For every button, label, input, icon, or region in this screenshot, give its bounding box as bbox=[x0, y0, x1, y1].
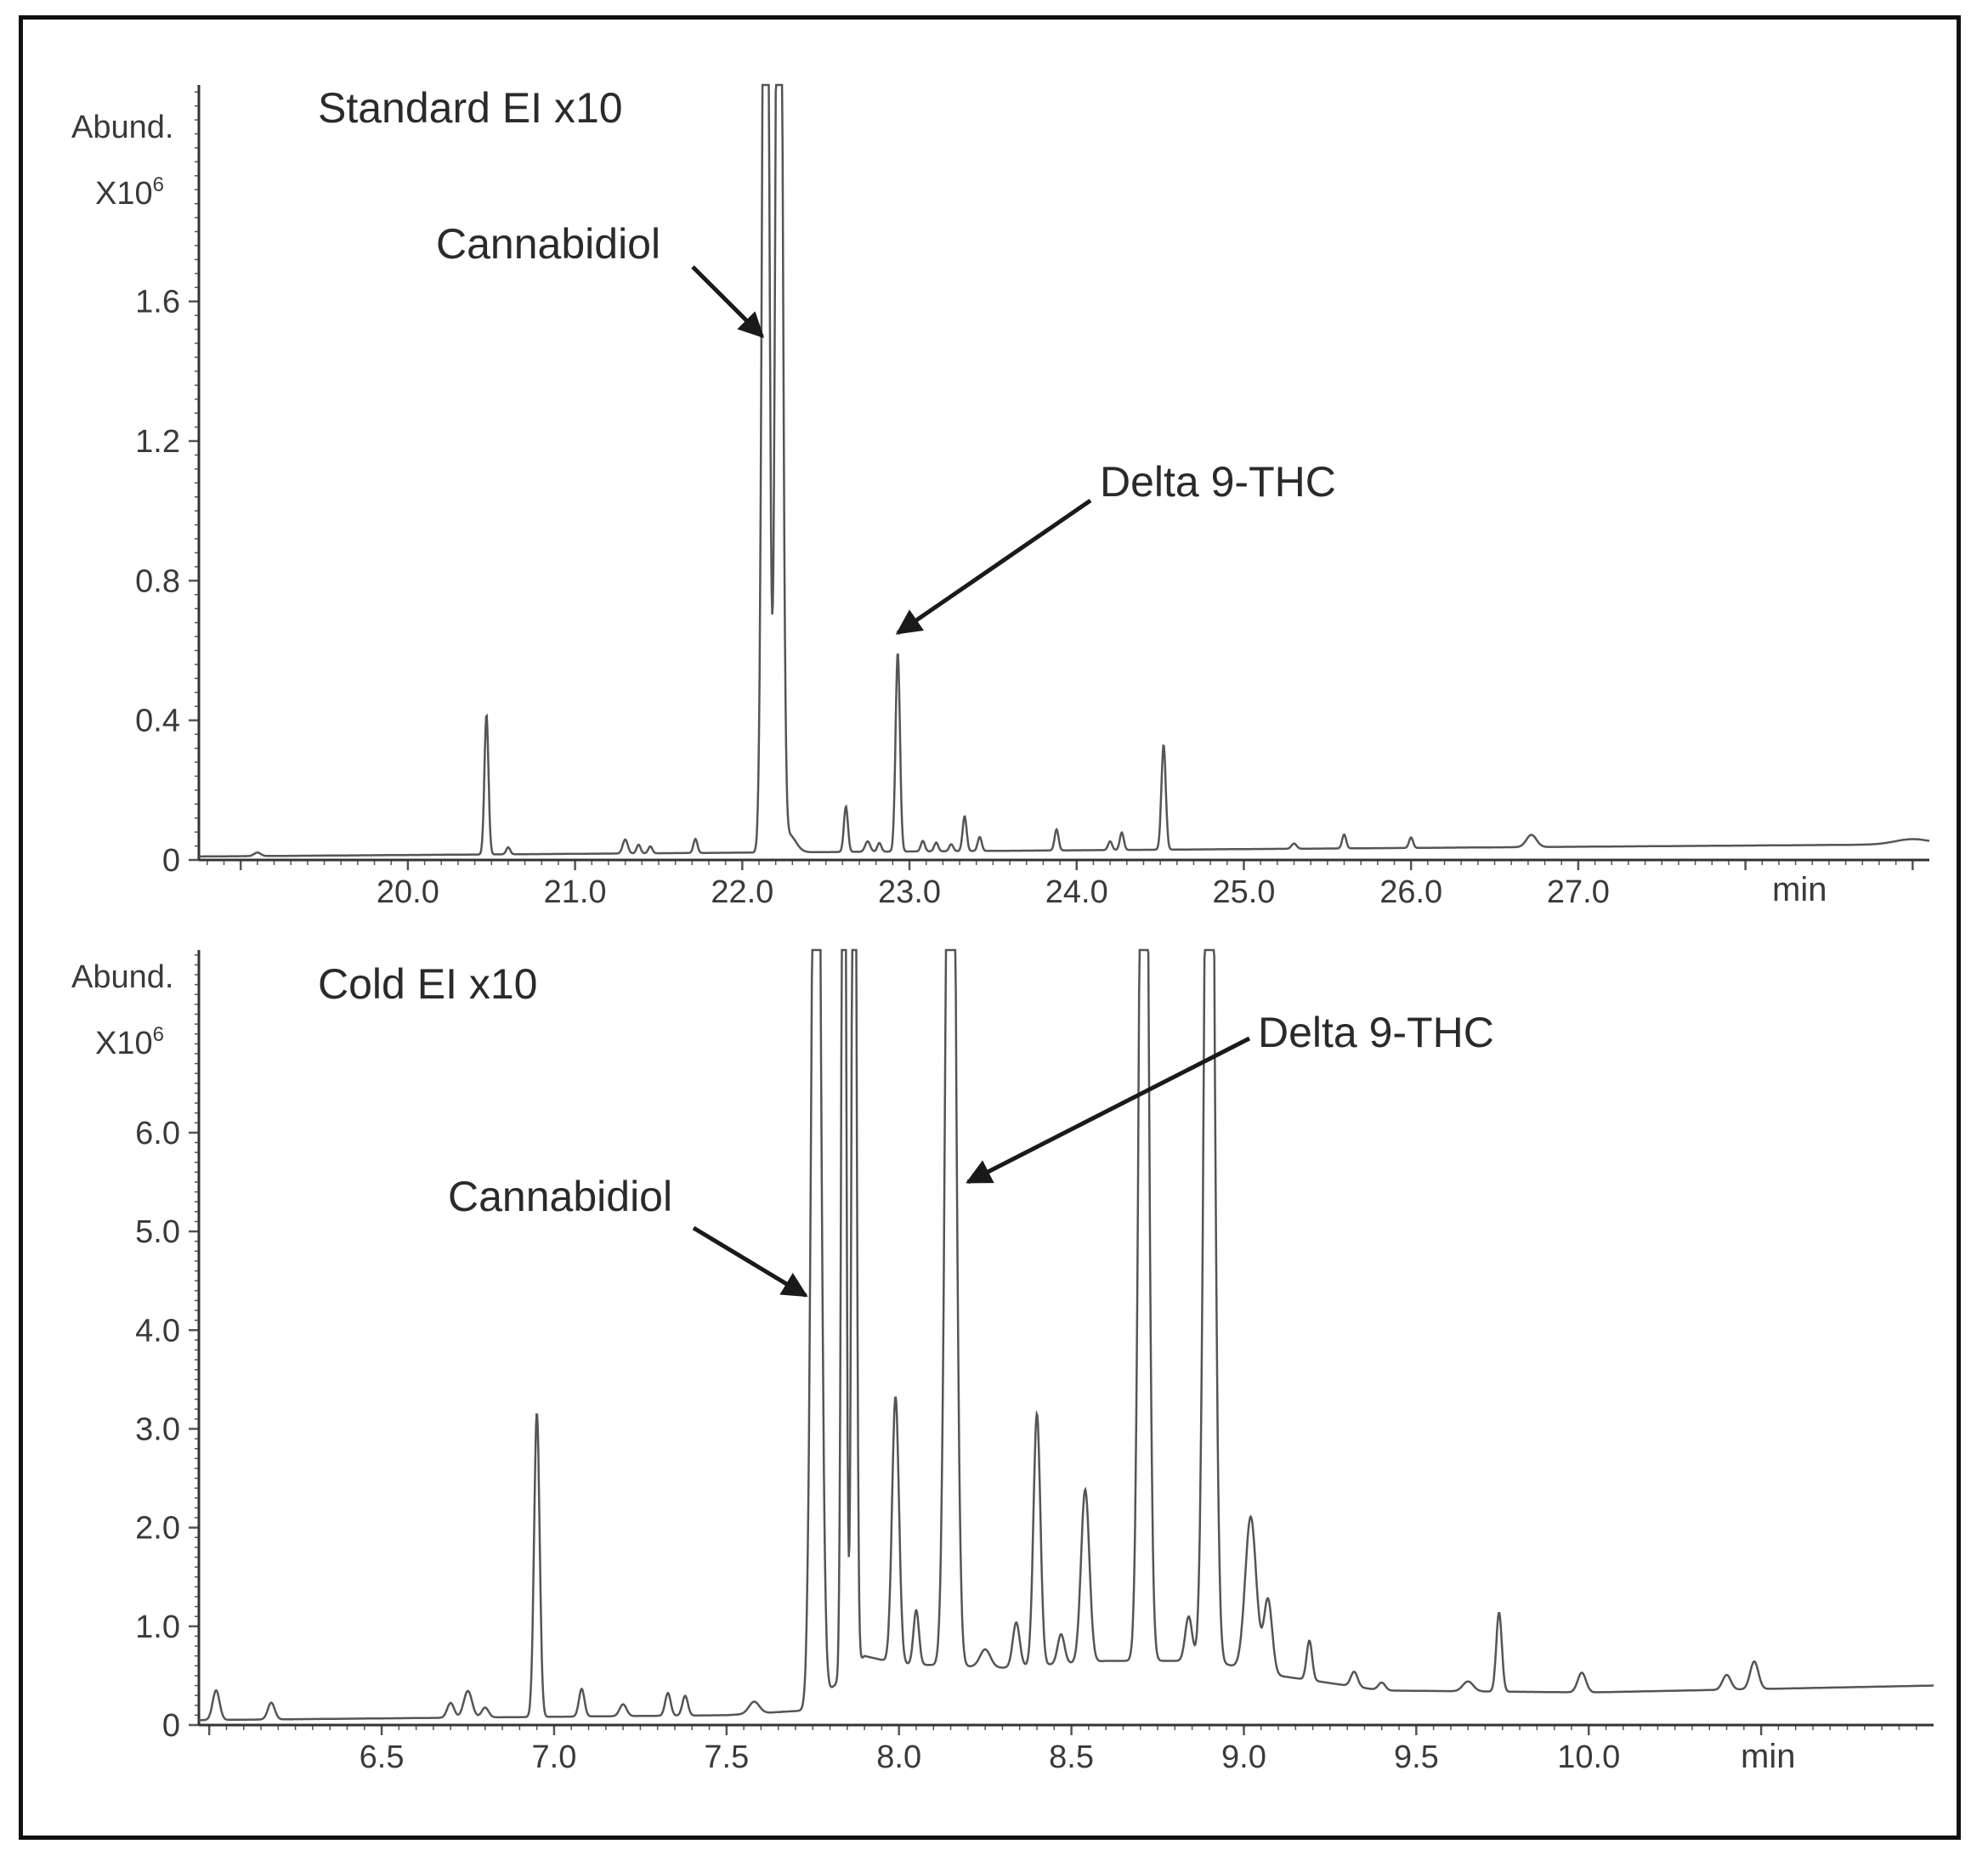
y-scale-exponent: 6 bbox=[153, 173, 164, 196]
y-tick-label: 6.0 bbox=[135, 1116, 180, 1151]
y-unit-label: Abund. bbox=[71, 110, 173, 145]
x-tick-label: 20.0 bbox=[377, 874, 439, 910]
chart-panel-standard-ei: 0 0.4 0.8 1.2 1.6 20.0 21.0 22.0 23.0 24.0 25.0 26… bbox=[71, 83, 1930, 910]
x-tick-label: 10.0 bbox=[1557, 1739, 1620, 1775]
y-tick-label: 2.0 bbox=[135, 1511, 180, 1547]
axis-ticks bbox=[189, 91, 1914, 870]
x-tick-label: 7.5 bbox=[704, 1739, 749, 1775]
x-tick-label: 25.0 bbox=[1212, 874, 1275, 910]
x-tick-label: 9.0 bbox=[1221, 1739, 1266, 1775]
chromatogram-trace bbox=[199, 948, 1934, 1722]
x-tick-label: 26.0 bbox=[1379, 874, 1442, 910]
x-tick-label: 6.5 bbox=[360, 1739, 405, 1775]
y-tick-label: 0 bbox=[162, 843, 180, 879]
x-tick-label: 9.5 bbox=[1394, 1739, 1439, 1775]
y-tick-label: 5.0 bbox=[135, 1214, 180, 1250]
y-scale-label: X106 bbox=[95, 173, 164, 212]
arrow-cannabidiol bbox=[692, 1225, 808, 1298]
annotation-cannabidiol: Cannabidiol bbox=[436, 220, 660, 268]
y-tick-label: 0.4 bbox=[135, 704, 180, 739]
y-scale-base: X10 bbox=[95, 1026, 153, 1061]
y-tick-label: 1.6 bbox=[135, 285, 180, 320]
x-unit-label: min bbox=[1741, 1738, 1795, 1775]
arrow-cannabidiol bbox=[691, 265, 765, 338]
chart-title: Standard EI x10 bbox=[318, 84, 623, 132]
y-scale-base: X10 bbox=[95, 176, 153, 212]
y-scale-label: X106 bbox=[95, 1023, 164, 1061]
figure-frame bbox=[19, 15, 1961, 1840]
y-tick-label: 1.0 bbox=[135, 1609, 180, 1645]
annotation-delta9-thc: Delta 9-THC bbox=[1258, 1009, 1494, 1056]
x-unit-label: min bbox=[1772, 871, 1827, 908]
y-tick-label: 0 bbox=[162, 1708, 180, 1744]
x-tick-label: 27.0 bbox=[1547, 874, 1610, 910]
y-scale-exponent: 6 bbox=[153, 1023, 164, 1046]
chromatogram-trace bbox=[199, 83, 1930, 858]
x-tick-label: 22.0 bbox=[711, 874, 773, 910]
chart-panel-cold-ei: 0 1.0 2.0 3.0 4.0 5.0 6.0 6.5 7.0 7.5 8.0 8.5 9.0 9.… bbox=[71, 948, 1934, 1775]
x-tick-label: 23.0 bbox=[878, 874, 941, 910]
arrow-delta9-thc bbox=[966, 1036, 1251, 1185]
x-tick-label: 24.0 bbox=[1045, 874, 1108, 910]
x-tick-label: 8.5 bbox=[1049, 1739, 1094, 1775]
arrow-delta9-thc bbox=[895, 498, 1092, 636]
axis-ticks bbox=[189, 954, 1917, 1735]
x-tick-label: 7.0 bbox=[532, 1739, 577, 1775]
x-tick-labels: 20.0 21.0 22.0 23.0 24.0 25.0 26.0 27.0 bbox=[377, 874, 1610, 910]
x-tick-label: 8.0 bbox=[876, 1739, 921, 1775]
chart-title: Cold EI x10 bbox=[318, 960, 537, 1008]
annotation-cannabidiol: Cannabidiol bbox=[448, 1173, 672, 1220]
x-tick-labels: 6.5 7.0 7.5 8.0 8.5 9.0 9.5 10.0 bbox=[360, 1739, 1621, 1775]
y-tick-label: 3.0 bbox=[135, 1411, 180, 1447]
annotation-delta9-thc: Delta 9-THC bbox=[1100, 458, 1336, 506]
y-tick-label: 1.2 bbox=[135, 424, 180, 460]
y-tick-labels: 0 1.0 2.0 3.0 4.0 5.0 6.0 bbox=[135, 1116, 180, 1744]
y-tick-labels: 0 0.4 0.8 1.2 1.6 bbox=[135, 285, 180, 879]
y-tick-label: 4.0 bbox=[135, 1313, 180, 1349]
x-tick-label: 21.0 bbox=[544, 874, 607, 910]
y-tick-label: 0.8 bbox=[135, 563, 180, 599]
y-unit-label: Abund. bbox=[71, 959, 173, 995]
